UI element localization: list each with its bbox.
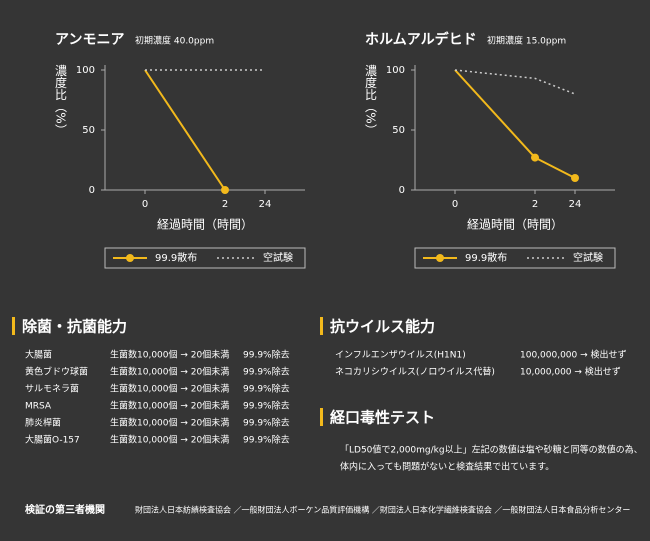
toxicity-text: 「LD50値で2,000mg/kg以上」左記の数値は塩や砂糖と同等の数値の為、 bbox=[340, 444, 643, 456]
legend-label: 99.9散布 bbox=[465, 251, 507, 264]
table-cell: 黄色ブドウ球菌 bbox=[25, 366, 88, 378]
x-tick-label: 24 bbox=[259, 199, 272, 210]
chart-title: ホルムアルデヒド bbox=[365, 31, 477, 48]
table-cell: 大腸菌 bbox=[25, 349, 52, 361]
table-cell: 生菌数10,000個 → 20個未満 bbox=[110, 434, 229, 446]
table-cell: 99.9%除去 bbox=[243, 366, 290, 378]
y-tick-label: 100 bbox=[76, 65, 95, 76]
table-cell: 10,000,000 → 検出せず bbox=[520, 366, 621, 378]
table-cell: インフルエンザウイルス(H1N1) bbox=[335, 350, 466, 361]
chart-subtitle: 初期濃度 15.0ppm bbox=[487, 35, 566, 47]
table-cell: 生菌数10,000個 → 20個未満 bbox=[110, 417, 229, 429]
x-tick-label: 2 bbox=[532, 199, 538, 210]
table-cell: 生菌数10,000個 → 20個未満 bbox=[110, 366, 229, 378]
footer-label: 検証の第三者機関 bbox=[25, 503, 105, 516]
table-cell: 生菌数10,000個 → 20個未満 bbox=[110, 349, 229, 361]
table-cell: MRSA bbox=[25, 402, 52, 412]
section-heading: 抗ウイルス能力 bbox=[330, 318, 435, 336]
table-cell: 生菌数10,000個 → 20個未満 bbox=[110, 383, 229, 395]
legend-swatch bbox=[436, 254, 444, 262]
section-heading: 除菌・抗菌能力 bbox=[22, 318, 127, 336]
x-axis-label: 経過時間（時間） bbox=[467, 218, 563, 232]
legend-label: 99.9散布 bbox=[155, 251, 197, 264]
series-line bbox=[454, 69, 576, 95]
series-line bbox=[144, 69, 226, 191]
legend-box bbox=[414, 247, 616, 269]
y-axis-label: 濃度比（%） bbox=[364, 64, 378, 136]
table-cell: 肺炎桿菌 bbox=[25, 417, 61, 429]
y-tick-label: 50 bbox=[82, 125, 95, 136]
table-cell: 99.9%除去 bbox=[243, 434, 290, 446]
table-cell: ネコカリシウイルス(ノロウイルス代替) bbox=[335, 366, 495, 378]
x-tick-label: 24 bbox=[569, 199, 582, 210]
table-cell: 100,000,000 → 検出せず bbox=[520, 349, 627, 361]
legend-label: 空試験 bbox=[573, 251, 603, 264]
y-tick-label: 0 bbox=[399, 185, 405, 196]
y-tick-label: 50 bbox=[392, 125, 405, 136]
data-point bbox=[571, 174, 579, 182]
table-cell: サルモネラ菌 bbox=[25, 383, 79, 395]
table-cell: 99.9%除去 bbox=[243, 349, 290, 361]
section-heading: 経口毒性テスト bbox=[330, 409, 435, 427]
y-tick-label: 100 bbox=[386, 65, 405, 76]
chart-title: アンモニア bbox=[55, 32, 124, 48]
legend-swatch bbox=[126, 254, 134, 262]
heading-bar bbox=[12, 317, 15, 335]
legend-label: 空試験 bbox=[263, 251, 293, 264]
legend-box bbox=[104, 247, 306, 269]
toxicity-text: 体内に入っても問題がないと検査結果で出ています。 bbox=[340, 461, 554, 473]
x-axis-label: 経過時間（時間） bbox=[157, 218, 253, 232]
x-tick-label: 0 bbox=[142, 199, 148, 210]
table-cell: 99.9%除去 bbox=[243, 400, 290, 412]
data-point bbox=[531, 153, 539, 162]
y-tick-label: 0 bbox=[89, 185, 95, 196]
table-cell: 99.9%除去 bbox=[243, 383, 290, 395]
footer-text: 財団法人日本紡績検査協会 ／一般財団法人ボーケン品質評価機構 ／財団法人日本化学… bbox=[135, 505, 630, 515]
y-axis-label: 濃度比（%） bbox=[54, 64, 68, 136]
x-tick-label: 2 bbox=[222, 199, 228, 210]
heading-bar bbox=[320, 408, 323, 426]
table-cell: 大腸菌O-157 bbox=[25, 434, 80, 446]
chart-subtitle: 初期濃度 40.0ppm bbox=[135, 35, 214, 47]
heading-bar bbox=[320, 317, 323, 335]
table-cell: 生菌数10,000個 → 20個未満 bbox=[110, 400, 229, 412]
x-tick-label: 0 bbox=[452, 199, 458, 210]
data-point bbox=[221, 186, 229, 194]
table-cell: 99.9%除去 bbox=[243, 417, 290, 429]
